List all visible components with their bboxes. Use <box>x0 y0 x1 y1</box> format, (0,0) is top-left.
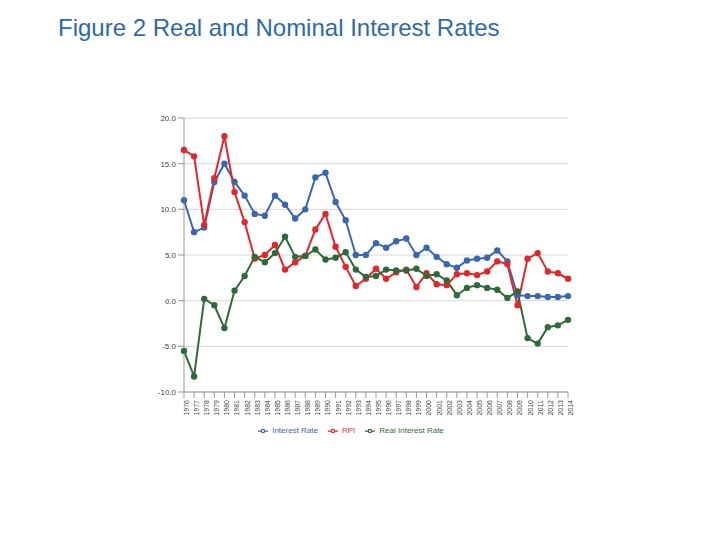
svg-text:15.0: 15.0 <box>160 160 176 169</box>
svg-text:2001: 2001 <box>436 400 443 416</box>
svg-text:1996: 1996 <box>385 400 392 416</box>
svg-text:1978: 1978 <box>203 400 210 416</box>
svg-text:1985: 1985 <box>274 400 281 416</box>
html-text:RPI: RPI <box>342 426 356 436</box>
svg-text:1987: 1987 <box>294 400 301 416</box>
svg-text:5.0: 5.0 <box>165 251 177 260</box>
html-text:Interest Rate: Interest Rate <box>272 426 318 436</box>
svg-text:2013: 2013 <box>557 400 564 416</box>
svg-text:-10.0: -10.0 <box>158 388 177 397</box>
svg-text:2004: 2004 <box>466 400 473 416</box>
svg-text:1989: 1989 <box>314 400 321 416</box>
svg-text:1977: 1977 <box>193 400 200 416</box>
svg-text:2000: 2000 <box>425 400 432 416</box>
svg-text:1980: 1980 <box>223 400 230 416</box>
svg-text:2010: 2010 <box>527 400 534 416</box>
svg-text:0.0: 0.0 <box>165 297 177 306</box>
svg-text:1998: 1998 <box>405 400 412 416</box>
svg-text:2008: 2008 <box>506 400 513 416</box>
svg-text:1986: 1986 <box>284 400 291 416</box>
svg-text:2014: 2014 <box>567 400 574 416</box>
svg-text:1999: 1999 <box>415 400 422 416</box>
svg-text:1979: 1979 <box>213 400 220 416</box>
svg-text:1995: 1995 <box>375 400 382 416</box>
svg-text:10.0: 10.0 <box>160 205 176 214</box>
svg-text:1990: 1990 <box>324 400 331 416</box>
svg-text:1988: 1988 <box>304 400 311 416</box>
svg-text:1991: 1991 <box>335 400 342 416</box>
svg-text:1997: 1997 <box>395 400 402 416</box>
html-text:Figure 2 Real and Nominal Inte: Figure 2 Real and Nominal Interest Rates <box>58 14 500 41</box>
svg-text:1992: 1992 <box>345 400 352 416</box>
svg-text:1984: 1984 <box>264 400 271 416</box>
svg-text:2007: 2007 <box>496 400 503 416</box>
svg-text:2003: 2003 <box>456 400 463 416</box>
svg-text:2012: 2012 <box>547 400 554 416</box>
svg-text:2002: 2002 <box>446 400 453 416</box>
svg-text:1993: 1993 <box>355 400 362 416</box>
html-text:Real Interest Rate: Real Interest Rate <box>379 426 444 436</box>
svg-text:2005: 2005 <box>476 400 483 416</box>
svg-text:1994: 1994 <box>365 400 372 416</box>
svg-text:1981: 1981 <box>233 400 240 416</box>
svg-text:1983: 1983 <box>254 400 261 416</box>
svg-text:2011: 2011 <box>537 400 544 415</box>
svg-text:2006: 2006 <box>486 400 493 416</box>
svg-text:1982: 1982 <box>244 400 251 416</box>
svg-text:-5.0: -5.0 <box>162 342 176 351</box>
svg-text:20.0: 20.0 <box>160 114 176 123</box>
svg-text:2009: 2009 <box>516 400 523 416</box>
svg-text:1976: 1976 <box>183 400 190 416</box>
